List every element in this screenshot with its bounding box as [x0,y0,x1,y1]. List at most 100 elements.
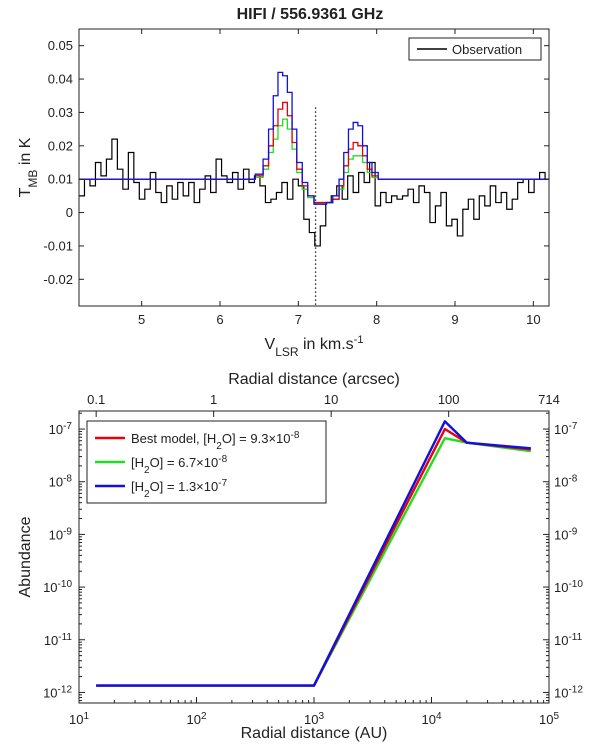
log-x-tick-label-4: 105 [539,711,559,728]
log-x-tick-label-1-exponent: 2 [201,711,207,722]
top-x-tick-label-0: 0.1 [87,392,105,407]
log-y-tick-label-right-1-base: 10 [554,633,568,648]
abundance-legend: Best model, [H2O] = 9.3×10-8[H2O] = 6.7×… [86,420,327,504]
log-y-tick-label-2-base: 10 [43,580,57,595]
legend-entry-low-model-label: [H2O] = 6.7×10-8 [131,454,228,476]
y-tick-label-7: 0.05 [48,38,73,53]
log-x-tick-label-3-exponent: 4 [436,711,442,722]
top-x-tick-label-1: 1 [210,392,217,407]
log-y-tick-label-2-exponent: -10 [58,579,73,590]
y-label-subscript: MB [26,170,40,188]
y-tick-label-1: -0.01 [43,238,73,253]
spectrum-chart-title: HIFI / 556.9361 GHz [237,6,384,23]
log-y-tick-label-4: 10-8 [49,473,73,490]
log-y-tick-label-5-base: 10 [49,422,63,437]
spectrum-plot-frame [78,28,550,307]
x-tick-label-5: 5 [138,312,145,327]
log-y-tick-label-right-2-exponent: -10 [568,579,583,590]
x-tick-label-8: 8 [373,312,380,327]
log-y-tick-label-3-base: 10 [49,527,63,542]
log-y-tick-label-right-5-base: 10 [554,422,568,437]
y-tick-label-3: 0.01 [48,172,73,187]
abundance-legend-box [86,420,327,504]
log-y-tick-label-4-exponent: -8 [63,473,72,484]
x-tick-label-10: 10 [526,312,540,327]
top-x-tick-label-2: 10 [324,392,338,407]
log-x-tick-label-2-base: 10 [304,712,318,727]
x-tick-label-6: 6 [216,312,223,327]
spectrum-axes: 5 6 7 8 9 10 -0.02 -0.01 0 0.01 0.02 0.03 0.04 0.05 [43,29,549,327]
log-x-tick-label-4-exponent: 5 [553,711,559,722]
spectrum-x-axis-label: VLSR in km.s-1 [265,334,364,359]
log-y-tick-label-right-2: 10-10 [554,579,583,596]
log-y-tick-label-right-0-base: 10 [554,685,568,700]
abundance-plot-area [96,420,531,687]
spectrum-plot-area [79,71,549,306]
log-y-tick-label-0-base: 10 [43,685,57,700]
high-abundance-line [96,420,531,687]
log-y-tick-label-3: 10-9 [49,526,73,543]
legend-entry-best-model-part-1: 2 [216,441,222,452]
log-y-tick-label-1: 10-11 [44,631,73,648]
log-x-tick-label-1: 102 [186,711,206,728]
high-model-line [79,71,549,205]
log-y-tick-label-right-0: 10-12 [554,684,583,701]
legend-entry-low-model-part-0: [H [131,455,144,470]
log-x-tick-label-0-base: 10 [69,712,83,727]
log-y-tick-label-4-base: 10 [49,475,63,490]
spectrum-y-axis-label: TMB in K [17,137,40,197]
y-label-main: T [17,187,34,197]
log-y-tick-label-3-exponent: -9 [63,526,72,537]
log-x-tick-label-0-exponent: 1 [83,711,89,722]
log-x-tick-label-2-exponent: 3 [318,711,324,722]
y-tick-label-6: 0.04 [48,72,73,87]
y-tick-label-2: 0 [66,205,73,220]
log-y-tick-label-right-4-base: 10 [554,475,568,490]
spectrum-legend: Observation [408,37,542,61]
log-y-tick-label-right-3-exponent: -9 [568,526,577,537]
log-y-tick-label-0-exponent: -12 [58,684,73,695]
log-y-tick-label-right-2-base: 10 [554,580,568,595]
log-x-tick-label-3: 104 [421,711,441,728]
y-tick-label-5: 0.03 [48,105,73,120]
log-x-tick-label-2: 103 [304,711,324,728]
log-y-tick-label-right-3-base: 10 [554,527,568,542]
y-tick-label-0: -0.02 [43,272,73,287]
abundance-y-axis-label: Abundance [17,516,34,597]
x-label-rest: in km.s [299,336,354,353]
abundance-x-axis-label: Radial distance (AU) [241,725,388,742]
log-x-tick-label-0: 101 [69,711,89,728]
x-tick-label-9: 9 [451,312,458,327]
legend-entry-low-model-part-2: O] = 6.7×10 [150,455,219,470]
legend-entry-high-model-part-2: O] = 1.3×10 [150,479,219,494]
abundance-chart: Radial distance (arcsec) 101 102 103 104 105… [17,371,583,742]
x-tick-label-7: 7 [295,312,302,327]
log-y-tick-label-right-4-exponent: -8 [568,473,577,484]
legend-entry-best-model-part-0: Best model, [H [131,431,216,446]
log-y-tick-label-2: 10-10 [43,579,72,596]
top-x-tick-label-4: 714 [538,392,560,407]
abundance-top-axis-label: Radial distance (arcsec) [228,371,400,388]
legend-entry-best-model-label: Best model, [H2O] = 9.3×10-8 [131,430,300,452]
legend-entry-low-model-part-3: -8 [218,454,227,465]
legend-entry-low-model-part-1: 2 [144,465,150,476]
log-x-tick-label-1-base: 10 [186,712,200,727]
log-x-tick-label-3-base: 10 [421,712,435,727]
y-tick-label-4: 0.02 [48,138,73,153]
log-y-tick-label-5-exponent: -7 [63,421,72,432]
y-label-rest: in K [17,137,34,169]
spectrum-chart: HIFI / 556.9361 GHz 5 6 7 8 9 10 -0.02 -0.01 0 0.… [17,6,550,359]
x-label-subscript: LSR [275,345,299,359]
log-x-tick-label-4-base: 10 [539,712,553,727]
legend-label-observation: Observation [452,42,522,57]
legend-entry-high-model-part-3: -7 [218,478,227,489]
legend-entry-high-model-label: [H2O] = 1.3×10-7 [131,478,228,500]
log-y-tick-label-1-base: 10 [44,633,58,648]
log-y-tick-label-right-1-exponent: -11 [568,631,582,642]
spectrum-legend-box [408,37,542,61]
legend-entry-high-model-part-0: [H [131,479,144,494]
